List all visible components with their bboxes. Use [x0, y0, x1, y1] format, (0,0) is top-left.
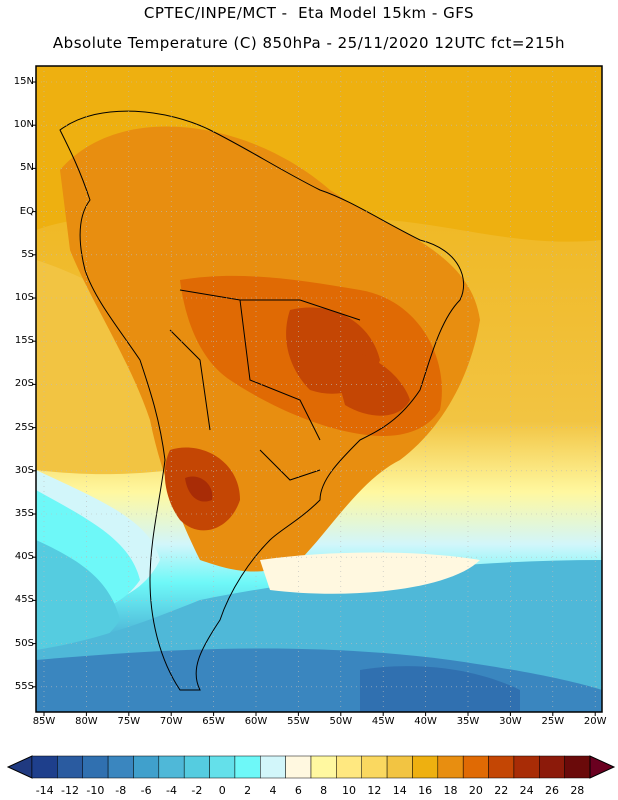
lon-label: 40W: [414, 716, 437, 727]
colorbar-label: -14: [35, 784, 54, 797]
lon-label: 85W: [32, 716, 56, 727]
colorbar-swatch: [564, 755, 591, 779]
lat-label: 35S: [14, 508, 34, 519]
colorbar-swatch: [57, 755, 83, 779]
lat-label: 50S: [14, 637, 34, 649]
colorbar-label: 0: [218, 784, 226, 797]
colorbar-label: 4: [269, 784, 277, 797]
lon-label: 70W: [159, 716, 183, 727]
colorbar-swatch: [310, 755, 337, 779]
lon-label: 55W: [287, 716, 310, 727]
colorbar-swatch: [285, 755, 312, 779]
lon-label: 45W: [371, 716, 395, 727]
colorbar-swatch: [386, 755, 413, 779]
colorbar-label: 10: [342, 784, 357, 797]
lat-label: 45S: [14, 594, 34, 606]
lon-label: 50W: [329, 716, 353, 727]
colorbar-swatch: [437, 755, 464, 779]
lat-label: 15S: [14, 335, 34, 347]
lat-label: 40S: [14, 551, 34, 563]
colorbar-label: 2: [244, 784, 252, 797]
lat-label: 25S: [14, 421, 34, 433]
colorbar-swatch: [488, 755, 515, 779]
temperature-field: [36, 66, 602, 712]
lon-label: 60W: [244, 716, 268, 727]
colorbar-swatch: [31, 755, 58, 779]
colorbar: [6, 755, 616, 779]
colorbar-label: 6: [294, 784, 302, 797]
colorbar-label: -4: [166, 784, 177, 797]
colorbar-label: 28: [570, 784, 585, 797]
lat-label: 20S: [14, 378, 34, 390]
colorbar-label: -8: [115, 784, 127, 797]
lat-label: 15N: [13, 76, 34, 87]
colorbar-swatch: [336, 755, 362, 779]
chart-title-model: CPTEC/INPE/MCT - Eta Model 15km - GFS: [143, 4, 475, 22]
colorbar-swatch: [260, 755, 286, 779]
colorbar-swatch: [234, 755, 261, 779]
colorbar-label: 26: [544, 784, 559, 797]
colorbar-swatch: [462, 755, 489, 779]
colorbar-label: 20: [468, 784, 483, 797]
colorbar-label: 24: [519, 784, 534, 797]
colorbar-label: 8: [320, 784, 328, 797]
colorbar-label: 22: [494, 784, 509, 797]
lat-label: EQ: [19, 205, 34, 217]
colorbar-swatch: [539, 755, 565, 779]
colorbar-under-arrow: [6, 755, 33, 779]
lat-label: 55S: [14, 680, 34, 692]
colorbar-label: 14: [392, 784, 407, 797]
lat-label: 5S: [21, 248, 34, 260]
lon-label: 35W: [456, 716, 480, 727]
lon-label: 75W: [117, 716, 141, 727]
colorbar-label: -6: [140, 784, 152, 797]
colorbar-label: -10: [86, 784, 105, 797]
colorbar-swatch: [183, 755, 210, 779]
colorbar-swatch: [158, 755, 185, 779]
colorbar-label: -12: [61, 784, 80, 797]
colorbar-label: 16: [418, 784, 433, 797]
colorbar-label: 12: [367, 784, 382, 797]
lat-label: 30S: [14, 464, 34, 476]
chart-title-variable: Absolute Temperature (C) 850hPa - 25/11/…: [52, 34, 566, 52]
lon-label: 30W: [499, 716, 522, 727]
colorbar-swatch: [513, 755, 540, 779]
lat-label: 10N: [13, 119, 34, 131]
colorbar-swatch: [209, 755, 236, 779]
colorbar-swatch: [82, 755, 109, 779]
colorbar-swatch: [133, 755, 160, 779]
lon-label: 20W: [583, 716, 607, 727]
colorbar-over-arrow: [589, 755, 616, 779]
colorbar-swatch: [412, 755, 439, 779]
lon-label: 65W: [202, 716, 225, 727]
colorbar-swatch: [361, 755, 388, 779]
lon-label: 25W: [541, 716, 565, 727]
lon-label: 80W: [75, 716, 98, 727]
lat-label: 5N: [20, 162, 34, 174]
map-frame: [35, 65, 603, 713]
colorbar-swatch: [107, 755, 134, 779]
colorbar-label: 18: [443, 784, 458, 797]
colorbar-label: -2: [191, 784, 203, 797]
lat-label: 10S: [14, 292, 34, 303]
